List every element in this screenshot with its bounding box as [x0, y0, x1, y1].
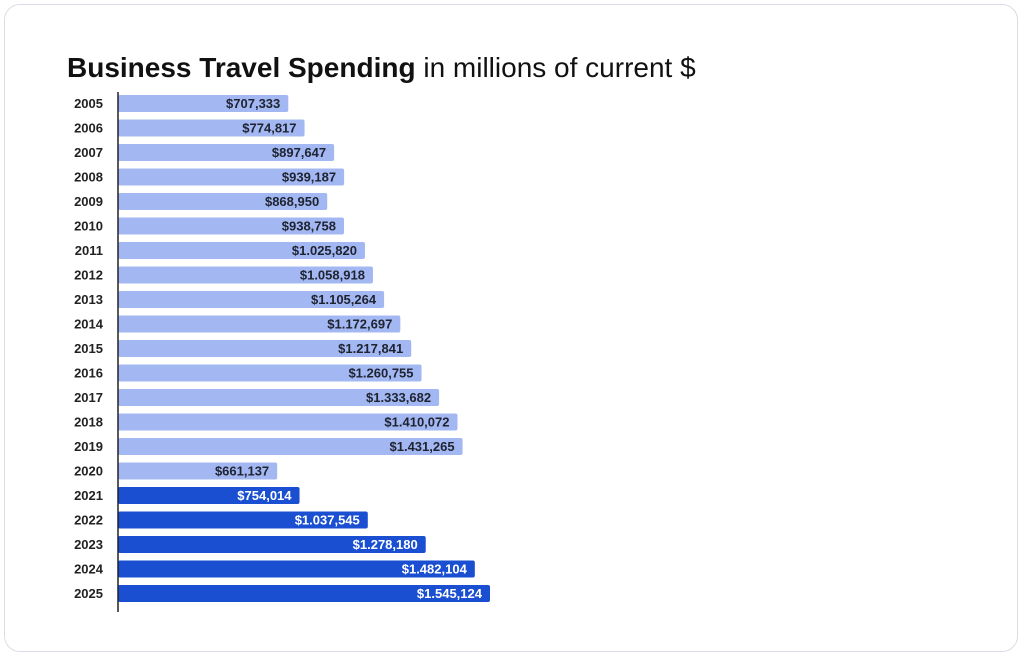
bar-value-label: $1.431,265 [390, 439, 455, 454]
bar-value-label: $1.410,072 [384, 415, 449, 430]
bar-value-label: $938,758 [282, 219, 336, 234]
bar-2021 [118, 487, 300, 504]
bar-value-label: $897,647 [272, 145, 326, 160]
y-tick-label: 2017 [74, 390, 103, 405]
bar-2023 [118, 536, 426, 553]
bar-2019 [118, 438, 463, 455]
y-tick-label: 2022 [74, 513, 103, 528]
bar-2008 [118, 168, 345, 186]
bar-value-label: $1.058,918 [300, 268, 365, 283]
chart-title-subtitle: in millions of current $ [423, 52, 696, 83]
bar-2017 [118, 389, 440, 406]
y-tick-label: 2023 [74, 537, 103, 552]
bar-value-label: $1.172,697 [327, 317, 392, 332]
y-tick-label: 2020 [74, 464, 103, 479]
bar-value-label: $1.105,264 [311, 292, 377, 307]
y-tick-label: 2005 [74, 96, 103, 111]
bar-2010 [118, 217, 345, 235]
bar-2022 [118, 511, 368, 529]
y-tick-label: 2011 [75, 243, 103, 258]
y-tick-label: 2014 [74, 317, 104, 332]
y-tick-label: 2024 [74, 562, 104, 577]
bar-value-label: $1.260,755 [348, 366, 413, 381]
bar-2025 [118, 585, 490, 602]
bar-value-label: $707,333 [226, 96, 280, 111]
chart-title-main: Business Travel Spending [67, 52, 416, 83]
bar-2015 [118, 340, 412, 357]
bar-2020 [118, 462, 278, 480]
bar-value-label: $939,187 [282, 170, 336, 185]
bar-value-label: $661,137 [215, 464, 269, 479]
y-tick-label: 2018 [74, 415, 103, 430]
y-tick-label: 2013 [74, 292, 103, 307]
y-tick-label: 2021 [74, 488, 103, 503]
bar-value-label: $1.278,180 [353, 537, 418, 552]
bar-value-label: $1.482,104 [402, 562, 468, 577]
bar-value-label: $1.333,682 [366, 390, 431, 405]
bar-value-label: $774,817 [242, 121, 296, 136]
y-tick-label: 2007 [74, 145, 103, 160]
bar-2016 [118, 364, 422, 382]
chart-title: Business Travel Spending in millions of … [67, 50, 696, 86]
bar-2011 [118, 242, 365, 259]
y-tick-label: 2019 [74, 439, 103, 454]
bar-value-label: $754,014 [237, 488, 292, 503]
y-tick-label: 2016 [74, 366, 103, 381]
y-tick-label: 2008 [74, 170, 103, 185]
y-tick-label: 2012 [74, 268, 103, 283]
y-tick-label: 2010 [74, 219, 103, 234]
bar-value-label: $1.545,124 [417, 586, 483, 601]
bar-2006 [118, 119, 305, 137]
bar-2018 [118, 413, 458, 431]
bar-value-label: $868,950 [265, 194, 319, 209]
y-tick-label: 2006 [74, 121, 103, 136]
bar-2005 [118, 95, 289, 112]
bar-2014 [118, 315, 401, 333]
y-tick-label: 2009 [74, 194, 103, 209]
bar-2013 [118, 291, 385, 308]
bar-value-label: $1.217,841 [338, 341, 403, 356]
bar-2009 [118, 193, 328, 210]
bar-2024 [118, 560, 475, 578]
bar-2012 [118, 266, 373, 284]
y-tick-label: 2025 [74, 586, 103, 601]
y-tick-label: 2015 [74, 341, 103, 356]
bar-value-label: $1.025,820 [292, 243, 357, 258]
bar-value-label: $1.037,545 [295, 513, 360, 528]
bar-2007 [118, 144, 335, 161]
